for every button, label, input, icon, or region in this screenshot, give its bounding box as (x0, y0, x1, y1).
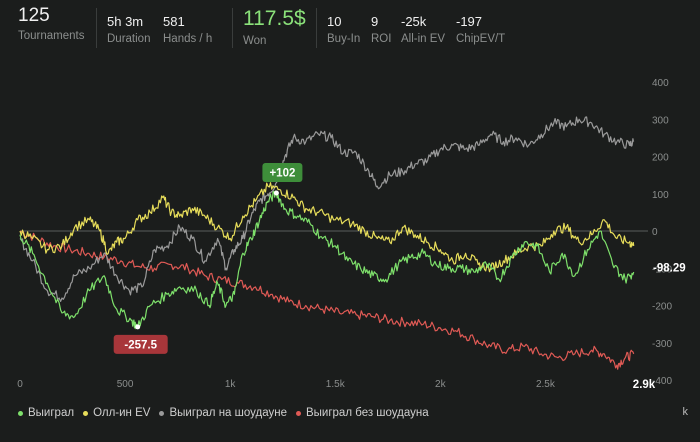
y-axis: 400 300 200 100 0 -100 -200 -300 -400 (652, 78, 672, 387)
series-line (19, 190, 635, 330)
x-tick-label: 2k (435, 379, 447, 390)
y-tick-label: -300 (652, 339, 672, 350)
stat-chipev: -197 ChipEV/T (456, 6, 505, 45)
stat-tournaments: 125 Tournaments (18, 6, 84, 42)
annotation-badge (113, 334, 168, 354)
x-end-label: 2.9k (633, 379, 656, 391)
annotation-label: -257.5 (124, 339, 157, 351)
allin-ev-value: -25k (401, 14, 427, 29)
chipev-label: ChipEV/T (456, 33, 506, 45)
series-lines (19, 116, 635, 370)
annotation-badge (262, 163, 303, 183)
allin-ev-label: All-in EV (401, 33, 446, 45)
y-tick-label: -200 (652, 302, 672, 313)
divider (316, 8, 317, 48)
x-tick-label: 2.5k (536, 379, 556, 390)
y-tick-label: 300 (652, 115, 669, 126)
stat-roi: 9 ROI (371, 6, 391, 45)
x-tick-label: 1.5k (326, 379, 346, 390)
legend-item[interactable]: Олл-ин EV (83, 407, 150, 419)
series-line (19, 116, 635, 302)
y-tick-label: -100 (652, 264, 672, 275)
roi-value: 9 (371, 14, 379, 29)
legend-label: Выиграл на шоудауне (169, 407, 287, 419)
buy-in-label: Buy-In (327, 33, 361, 45)
legend-label: Олл-ин EV (93, 407, 151, 419)
duration-value: 5h 3m (107, 14, 144, 29)
current-value-label: -98.29 (653, 263, 686, 275)
legend-label: Выиграл без шоудауна (305, 407, 429, 419)
x-tick-label: 500 (117, 379, 134, 390)
x-tick-label: 1k (225, 379, 237, 390)
chipev-value: -197 (456, 14, 483, 29)
stat-allin-ev: -25k All-in EV (401, 6, 445, 45)
y-tick-label: 100 (652, 190, 669, 201)
stat-duration: 5h 3m Duration (107, 6, 150, 45)
series-line (19, 182, 635, 273)
y-tick-label: 400 (652, 78, 669, 89)
legend-label: Выиграл (28, 407, 75, 419)
buy-in-value: 10 (327, 14, 342, 29)
won-value: 117.5$ (243, 7, 306, 30)
legend-item[interactable]: Выиграл без шоудауна (295, 407, 429, 419)
stat-hands-per-hour: 581 Hands / h (163, 6, 212, 45)
k-icon[interactable]: k (682, 406, 689, 418)
legend-dot-icon (18, 410, 23, 416)
results-chart: 400 300 200 100 0 -100 -200 -300 -400 +102 -257.5… (17, 78, 686, 391)
x-axis: 0 500 1k 1.5k 2k 2.5k 2.9k (17, 379, 656, 391)
tournaments-label: Tournaments (18, 30, 85, 42)
legend-dot-icon (159, 410, 165, 416)
y-tick-label: -400 (652, 376, 672, 387)
stat-buy-in: 10 Buy-In (327, 6, 360, 45)
annotation-label: +102 (269, 168, 295, 180)
stat-won: 117.5$ Won (243, 6, 306, 47)
duration-label: Duration (107, 33, 151, 45)
hands-per-hour-value: 581 (163, 14, 185, 29)
y-tick-label: 0 (652, 227, 658, 238)
stats-bar: 125 Tournaments 5h 3m Duration 581 Hands… (0, 0, 700, 60)
chart-legend: Выиграл Олл-ин EV Выиграл на шоудауне Выигр… (18, 404, 438, 422)
won-label: Won (243, 35, 267, 47)
annotation-point (273, 190, 279, 196)
divider (96, 8, 97, 48)
annotations: +102 -257.5 -98.29 (113, 163, 686, 354)
x-tick-label: 0 (17, 379, 23, 390)
y-tick-label: 200 (652, 153, 669, 164)
legend-item[interactable]: Выиграл на шоудауне (159, 407, 287, 419)
series-line (19, 230, 635, 370)
tournaments-value: 125 (18, 5, 50, 26)
legend-dot-icon (295, 410, 301, 416)
legend-item[interactable]: Выиграл (18, 407, 74, 419)
roi-label: ROI (371, 33, 392, 45)
hands-per-hour-label: Hands / h (163, 33, 213, 45)
divider (232, 8, 233, 48)
legend-dot-icon (83, 410, 89, 416)
annotation-point (135, 324, 141, 330)
